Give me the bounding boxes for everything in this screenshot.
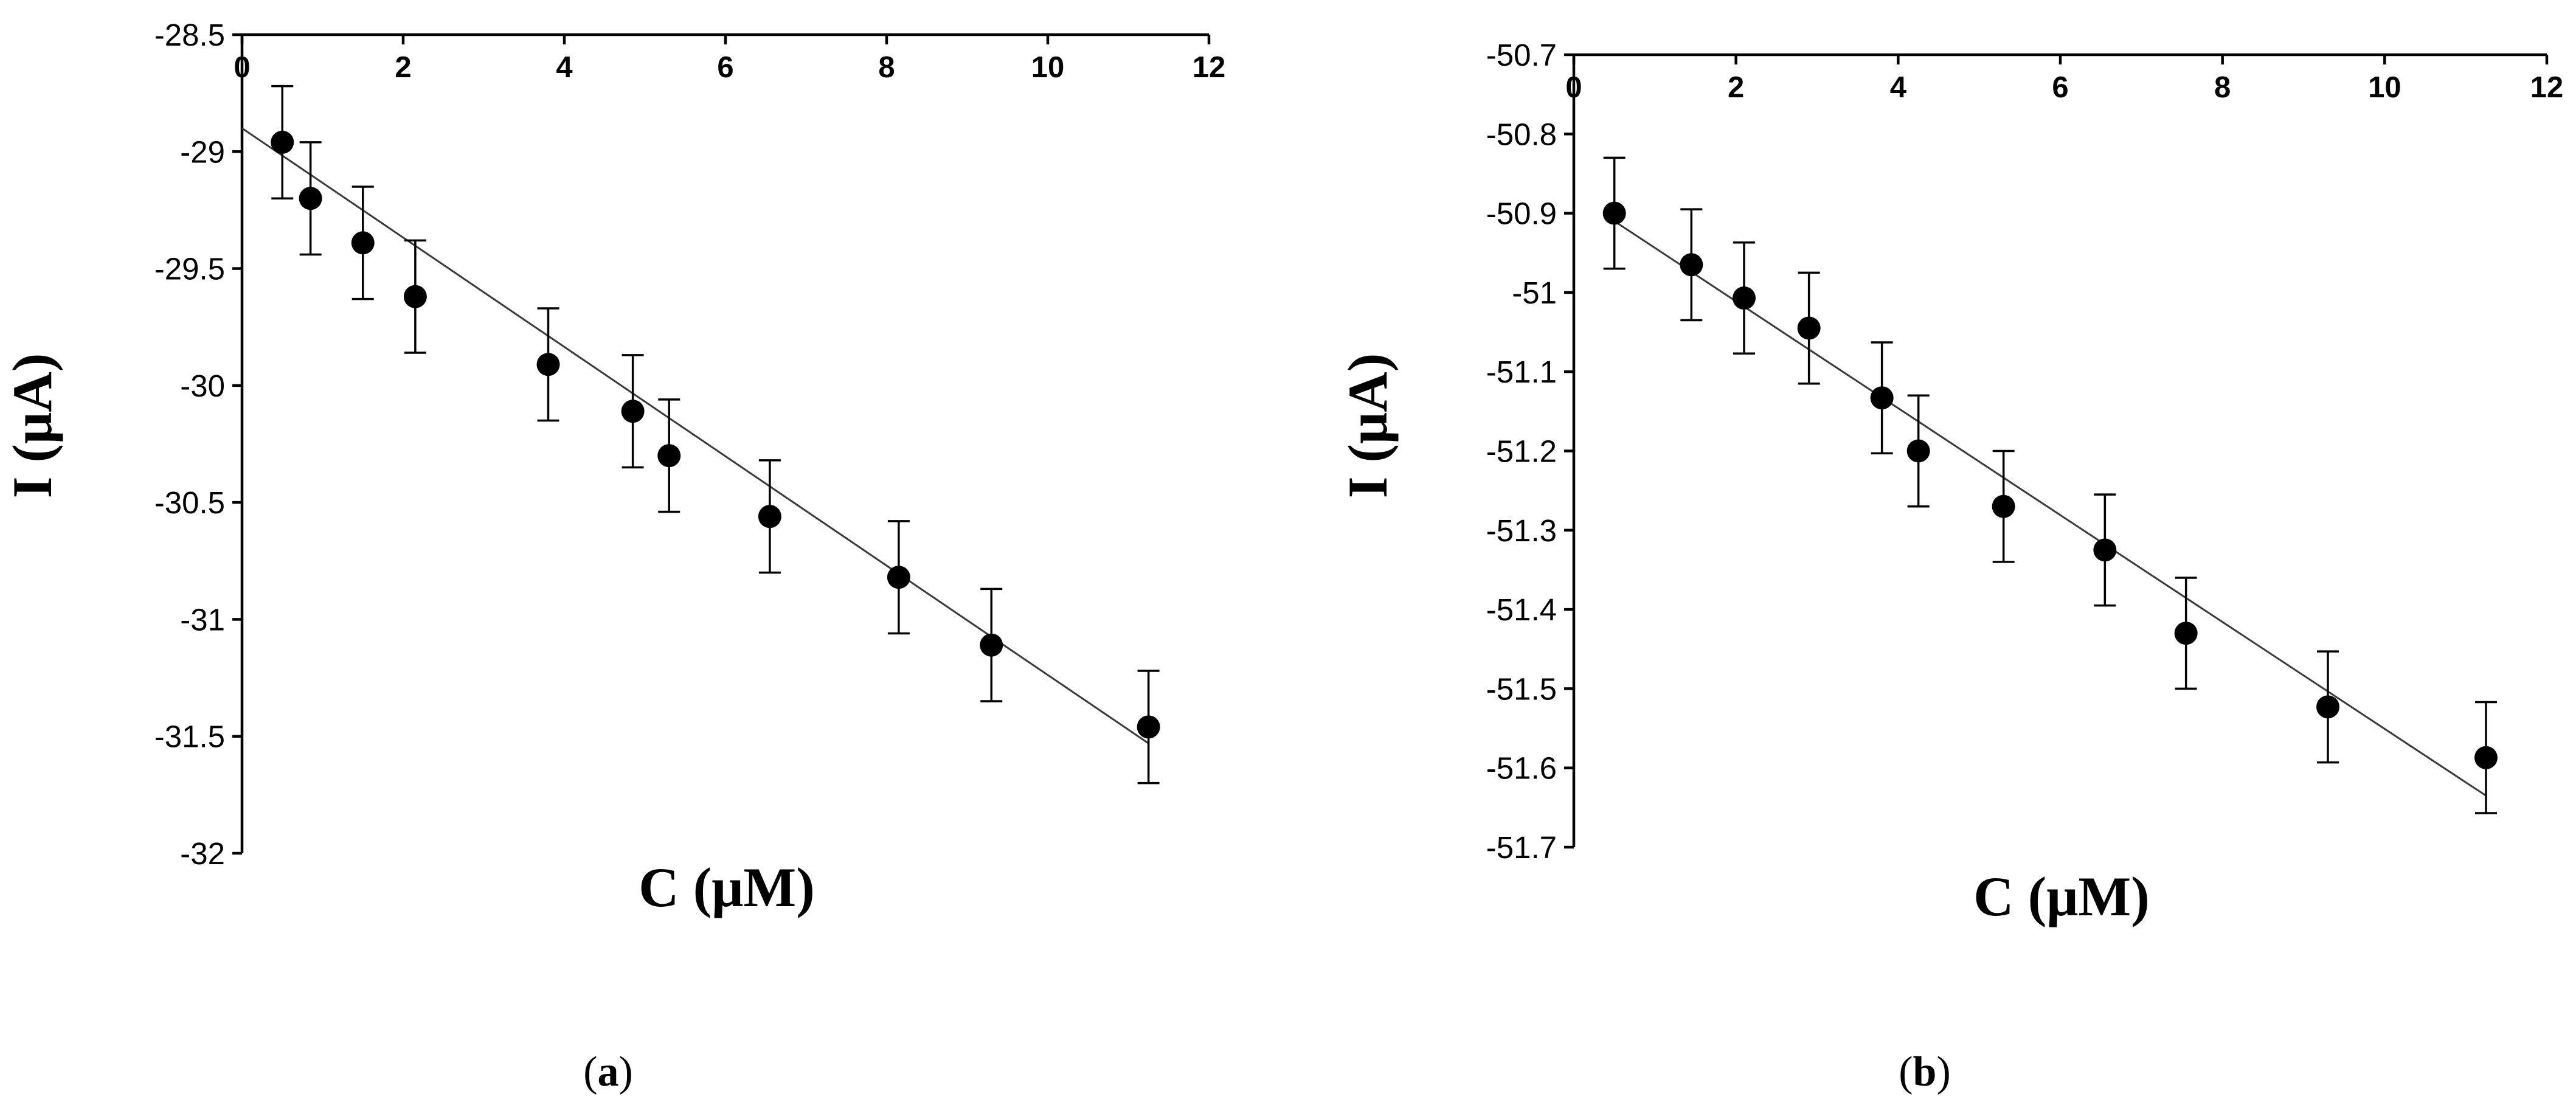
data-point: [1870, 386, 1894, 410]
y-tick-label: -31: [180, 602, 225, 637]
panel-label-letter: b: [1913, 1048, 1937, 1095]
data-point: [758, 505, 781, 528]
panel-label-open: (: [1899, 1048, 1913, 1095]
data-point: [1602, 201, 1626, 225]
panel-label-open: (: [583, 1048, 597, 1095]
data-point: [271, 130, 294, 154]
x-tick-label: 4: [1890, 71, 1906, 104]
x-axis-title: C (μM): [639, 856, 815, 918]
y-tick-label: -51: [1512, 276, 1557, 310]
data-point: [1680, 253, 1703, 277]
x-tick-label: 2: [395, 51, 411, 84]
data-point: [2174, 622, 2198, 645]
y-tick-label: -31.5: [154, 719, 225, 754]
x-tick-label: 10: [2368, 71, 2401, 104]
y-tick-label: -50.9: [1486, 196, 1557, 231]
data-point: [887, 566, 910, 589]
x-tick-label: 6: [2052, 71, 2068, 104]
trend-line: [241, 127, 1149, 744]
y-tick-label: -51.5: [1486, 671, 1557, 706]
data-point: [351, 231, 375, 255]
x-tick-label: 12: [1193, 51, 1226, 84]
data-point: [1906, 439, 1930, 463]
data-point: [1137, 715, 1160, 739]
data-point: [621, 400, 645, 423]
y-tick-label: -50.8: [1486, 117, 1557, 151]
y-tick-label: -50.7: [1486, 38, 1557, 72]
x-tick-label: 12: [2530, 71, 2564, 104]
chart-panel-b: 0 2 4 6 8 10 12 -50.7 -50.8 -50.9 -51 -51.1 -51.2 -51…: [1337, 38, 2563, 1095]
data-point: [536, 353, 560, 376]
data-point: [2474, 746, 2498, 769]
y-tick-label: -29: [180, 134, 225, 169]
y-tick-label: -51.2: [1486, 434, 1557, 469]
panel-label-close: ): [619, 1048, 633, 1095]
data-point: [403, 285, 427, 308]
trend-line: [1613, 220, 2487, 797]
data-point: [2316, 695, 2339, 719]
x-axis-title: C (μM): [1973, 865, 2150, 927]
y-tick-label: -29.5: [154, 252, 225, 286]
data-point: [657, 444, 681, 468]
x-tick-label: 10: [1031, 51, 1065, 84]
y-axis-title: I (μA): [1337, 353, 1399, 499]
x-tick-label: 0: [234, 51, 250, 84]
x-tick-label: 6: [717, 51, 733, 84]
x-tick-label: 8: [2214, 71, 2231, 104]
y-tick-label: -32: [180, 836, 225, 871]
data-point: [1797, 316, 1821, 340]
data-point: [1733, 286, 1756, 310]
data-point: [1992, 494, 2015, 518]
y-axis-title: I (μA): [1, 353, 63, 499]
x-tick-label: 2: [1728, 71, 1744, 104]
y-tick-label: -51.1: [1486, 355, 1557, 389]
x-tick-label: 8: [878, 51, 895, 84]
chart-panel-a: 0 2 4 6 8 10 12 -28.5 -29 -29.5 -30 -30.5 -31 -31.5 -3…: [1, 18, 1225, 1095]
panel-label: (a): [583, 1048, 633, 1095]
y-tick-label: -51.6: [1486, 751, 1557, 786]
y-tick-label: -28.5: [154, 18, 225, 52]
y-tick-label: -51.4: [1486, 592, 1557, 627]
data-point: [299, 187, 322, 210]
data-point: [2093, 538, 2117, 562]
data-point: [980, 633, 1003, 657]
y-tick-label: -30: [180, 369, 225, 403]
y-tick-label: -51.7: [1486, 830, 1557, 865]
x-tick-label: 4: [556, 51, 572, 84]
panel-label-close: ): [1936, 1048, 1950, 1095]
x-tick-label: 0: [1565, 71, 1582, 104]
panel-label: (b): [1899, 1048, 1951, 1095]
y-tick-label: -30.5: [154, 485, 225, 520]
panel-label-letter: a: [598, 1048, 619, 1095]
y-tick-label: -51.3: [1486, 513, 1557, 548]
